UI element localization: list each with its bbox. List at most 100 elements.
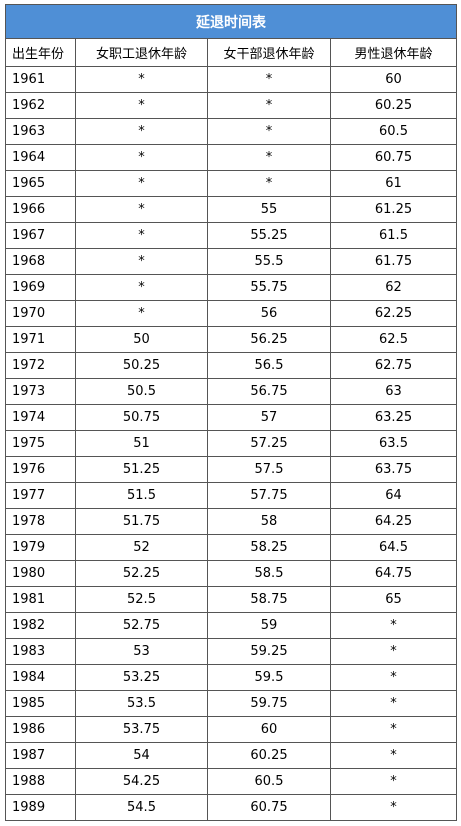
table-row: 1978 51.75 58 64.25 <box>5 508 457 535</box>
age-cell: 52 <box>75 534 208 561</box>
year-cell: 1975 <box>5 430 76 457</box>
age-cell: 53.5 <box>75 690 208 717</box>
age-cell: * <box>330 612 457 639</box>
age-cell: 57 <box>207 404 331 431</box>
age-cell: 60 <box>207 716 331 743</box>
age-cell: 61.5 <box>330 222 457 249</box>
table-row: 1980 52.25 58.5 64.75 <box>5 560 457 587</box>
age-cell: 59.5 <box>207 664 331 691</box>
table-row: 1977 51.5 57.75 64 <box>5 482 457 509</box>
year-cell: 1981 <box>5 586 76 613</box>
age-cell: 60.25 <box>207 742 331 769</box>
year-cell: 1977 <box>5 482 76 509</box>
age-cell: * <box>75 144 208 171</box>
table-row: 1976 51.25 57.5 63.75 <box>5 456 457 483</box>
table-row: 1986 53.75 60 * <box>5 716 457 743</box>
age-cell: 50 <box>75 326 208 353</box>
age-cell: 57.25 <box>207 430 331 457</box>
age-cell: * <box>75 248 208 275</box>
table-row: 1989 54.5 60.75 * <box>5 794 457 821</box>
age-cell: 59.75 <box>207 690 331 717</box>
table-row: 1974 50.75 57 63.25 <box>5 404 457 431</box>
age-cell: * <box>330 742 457 769</box>
table-row: 1967 * 55.25 61.5 <box>5 222 457 249</box>
table-row: 1983 53 59.25 * <box>5 638 457 665</box>
year-cell: 1969 <box>5 274 76 301</box>
age-cell: 58.75 <box>207 586 331 613</box>
table-row: 1963 * * 60.5 <box>5 118 457 145</box>
table-title: 延退时间表 <box>5 4 457 39</box>
year-cell: 1983 <box>5 638 76 665</box>
age-cell: * <box>75 196 208 223</box>
year-cell: 1966 <box>5 196 76 223</box>
year-cell: 1987 <box>5 742 76 769</box>
age-cell: * <box>330 716 457 743</box>
age-cell: 58.5 <box>207 560 331 587</box>
header-cell: 男性退休年龄 <box>330 38 457 67</box>
header-row: 出生年份 女职工退休年龄 女干部退休年龄 男性退休年龄 <box>5 38 457 67</box>
age-cell: * <box>75 274 208 301</box>
age-cell: * <box>75 170 208 197</box>
age-cell: 60.5 <box>207 768 331 795</box>
age-cell: 60.75 <box>330 144 457 171</box>
age-cell: 59.25 <box>207 638 331 665</box>
age-cell: 56.75 <box>207 378 331 405</box>
year-cell: 1964 <box>5 144 76 171</box>
year-cell: 1967 <box>5 222 76 249</box>
table-row: 1962 * * 60.25 <box>5 92 457 119</box>
age-cell: 50.75 <box>75 404 208 431</box>
header-cell: 女职工退休年龄 <box>75 38 208 67</box>
table-row: 1968 * 55.5 61.75 <box>5 248 457 275</box>
table-row: 1984 53.25 59.5 * <box>5 664 457 691</box>
year-cell: 1972 <box>5 352 76 379</box>
table-row: 1970 * 56 62.25 <box>5 300 457 327</box>
age-cell: * <box>207 170 331 197</box>
age-cell: 61 <box>330 170 457 197</box>
age-cell: 61.25 <box>330 196 457 223</box>
table-row: 1973 50.5 56.75 63 <box>5 378 457 405</box>
age-cell: 54.25 <box>75 768 208 795</box>
age-cell: * <box>207 66 331 93</box>
age-cell: 59 <box>207 612 331 639</box>
age-cell: 65 <box>330 586 457 613</box>
age-cell: * <box>330 690 457 717</box>
year-cell: 1976 <box>5 456 76 483</box>
table-row: 1965 * * 61 <box>5 170 457 197</box>
table-row: 1975 51 57.25 63.5 <box>5 430 457 457</box>
age-cell: 57.75 <box>207 482 331 509</box>
age-cell: * <box>207 144 331 171</box>
age-cell: 56.5 <box>207 352 331 379</box>
year-cell: 1970 <box>5 300 76 327</box>
year-cell: 1973 <box>5 378 76 405</box>
age-cell: 60.75 <box>207 794 331 821</box>
table-row: 1988 54.25 60.5 * <box>5 768 457 795</box>
age-cell: 55.25 <box>207 222 331 249</box>
age-cell: 60 <box>330 66 457 93</box>
age-cell: 64.75 <box>330 560 457 587</box>
age-cell: 63 <box>330 378 457 405</box>
table-row: 1961 * * 60 <box>5 66 457 93</box>
year-cell: 1971 <box>5 326 76 353</box>
table-row: 1971 50 56.25 62.5 <box>5 326 457 353</box>
table-row: 1982 52.75 59 * <box>5 612 457 639</box>
age-cell: * <box>75 92 208 119</box>
age-cell: 63.75 <box>330 456 457 483</box>
age-cell: * <box>330 664 457 691</box>
age-cell: 51.5 <box>75 482 208 509</box>
age-cell: 52.5 <box>75 586 208 613</box>
header-cell: 女干部退休年龄 <box>207 38 331 67</box>
age-cell: 62.75 <box>330 352 457 379</box>
age-cell: 51.75 <box>75 508 208 535</box>
age-cell: 56.25 <box>207 326 331 353</box>
year-cell: 1963 <box>5 118 76 145</box>
age-cell: 60.5 <box>330 118 457 145</box>
age-cell: 58.25 <box>207 534 331 561</box>
age-cell: * <box>330 794 457 821</box>
age-cell: 64.5 <box>330 534 457 561</box>
age-cell: * <box>207 118 331 145</box>
age-cell: 55.75 <box>207 274 331 301</box>
age-cell: * <box>75 118 208 145</box>
age-cell: * <box>75 66 208 93</box>
year-cell: 1982 <box>5 612 76 639</box>
age-cell: * <box>207 92 331 119</box>
